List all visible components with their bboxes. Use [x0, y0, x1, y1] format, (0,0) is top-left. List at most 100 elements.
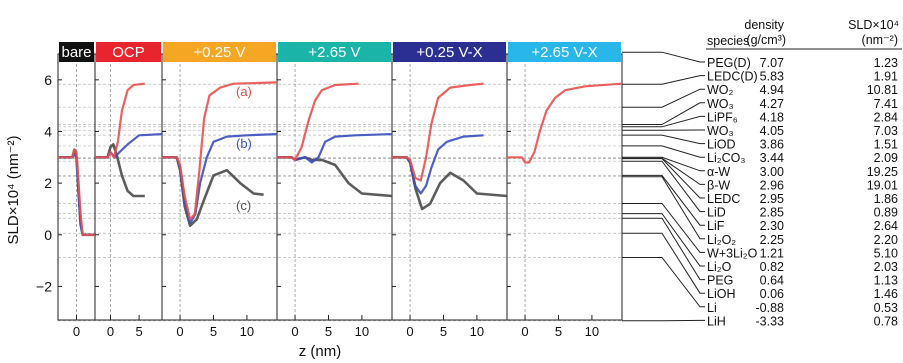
connector-3: [622, 102, 705, 125]
species-sld-5: 7.03: [874, 124, 898, 138]
species-density-12: 2.30: [760, 219, 784, 233]
profile-a-2: [162, 81, 278, 221]
connector-15: [622, 213, 705, 267]
header-sld: SLD×10⁴: [848, 18, 899, 32]
connector-7: [622, 145, 705, 158]
species-density-8: 3.00: [760, 165, 784, 179]
species-density-5: 4.05: [760, 124, 784, 138]
profile-a-5: [507, 82, 623, 164]
x-tick-label-1-1: 5: [135, 324, 142, 339]
profile-a-4: [392, 82, 484, 182]
species-name-18: Li: [707, 301, 717, 315]
connector-11: [622, 160, 705, 213]
species-sld-10: 1.86: [874, 192, 898, 206]
species-density-10: 2.95: [760, 192, 784, 206]
connector-8: [622, 156, 705, 172]
species-sld-9: 19.01: [867, 178, 898, 192]
species-density-16: 0.64: [760, 274, 784, 288]
species-sld-4: 2.84: [874, 110, 898, 124]
species-name-19: LiH: [707, 314, 726, 328]
species-density-14: 1.21: [760, 246, 784, 260]
x-tick-label-4-0: 0: [406, 324, 413, 339]
connector-1: [622, 75, 705, 85]
panel-label-5: +2.65 V-X: [531, 44, 597, 61]
panel-label-box-2: [163, 42, 276, 62]
species-sld-7: 2.09: [874, 151, 898, 165]
species-name-4: LiPF₆: [707, 110, 738, 124]
curve-label-1: (b): [236, 136, 252, 151]
connector-18: [622, 257, 705, 308]
profile-c-2: [162, 156, 264, 227]
connector-2: [622, 88, 705, 108]
species-sld-19: 0.78: [874, 314, 898, 328]
panel-frame-5: [506, 53, 623, 321]
panel-label-0: bare: [61, 44, 91, 61]
x-tick-label-0-0: 0: [73, 324, 80, 339]
species-sld-11: 0.89: [874, 206, 898, 220]
panel-frame-2: [161, 53, 278, 321]
y-tick-label-0: −2: [36, 278, 52, 294]
x-tick-label-2-0: 0: [176, 324, 183, 339]
panel-label-box-4: [393, 42, 506, 62]
y-tick-label-3: 4: [44, 123, 52, 139]
panel-frame-3: [276, 53, 393, 321]
species-name-1: LEDC(D): [707, 70, 758, 84]
species-density-11: 2.85: [760, 206, 784, 220]
species-sld-15: 2.03: [874, 260, 898, 274]
species-name-17: LiOH: [707, 287, 735, 301]
connector-14: [622, 203, 705, 253]
profile-a-0: [58, 148, 95, 236]
y-tick-label-2: 2: [44, 175, 52, 191]
panel-label-box-0: [59, 42, 94, 62]
species-name-12: LiF: [707, 219, 725, 233]
species-name-0: PEG(D): [707, 56, 751, 70]
x-tick-label-5-2: 10: [585, 324, 599, 339]
species-density-19: -3.33: [756, 314, 785, 328]
species-name-13: Li₂O₂: [707, 233, 736, 247]
species-density-18: -0.88: [756, 301, 785, 315]
species-density-13: 2.25: [760, 233, 784, 247]
x-tick-label-3-0: 0: [291, 324, 298, 339]
panel-label-1: OCP: [112, 44, 145, 61]
panel-label-box-5: [508, 42, 621, 62]
species-sld-8: 19.25: [867, 165, 898, 179]
connector-6: [622, 134, 705, 145]
panel-label-3: +2.65 V: [308, 44, 360, 61]
species-density-17: 0.06: [760, 287, 784, 301]
species-name-3: WO₃: [707, 97, 734, 111]
species-sld-17: 1.46: [874, 287, 898, 301]
species-density-6: 3.86: [760, 138, 784, 152]
panel-frame-1: [94, 53, 163, 321]
species-sld-13: 2.20: [874, 233, 898, 247]
species-name-2: WO₂: [707, 83, 734, 97]
connector-9: [622, 157, 705, 185]
panel-label-4: +0.25 V-X: [416, 44, 482, 61]
species-sld-6: 1.51: [874, 138, 898, 152]
species-density-4: 4.18: [760, 110, 784, 124]
connector-17: [622, 232, 705, 294]
species-name-6: LiOD: [707, 138, 735, 152]
panel-frame-4: [391, 53, 508, 321]
species-sld-2: 10.81: [867, 83, 898, 97]
species-name-10: LEDC: [707, 192, 740, 206]
species-density-15: 0.82: [760, 260, 784, 274]
connector-4: [622, 115, 705, 128]
connector-16: [622, 217, 705, 281]
species-name-14: W+3Li₂O: [707, 246, 758, 260]
profile-b-4: [392, 134, 484, 195]
species-table: species density(g/cm³) SLD×10⁴(nm⁻²) PEG(D)…: [706, 18, 902, 328]
profile-b-2: [162, 133, 278, 225]
connector-0: [622, 51, 705, 63]
species-density-0: 7.07: [760, 56, 784, 70]
curve-label-0: (a): [236, 84, 252, 99]
header-species: species: [707, 34, 749, 48]
species-sld-14: 5.10: [874, 246, 898, 260]
species-name-16: PEG: [707, 274, 733, 288]
x-tick-label-1-0: 0: [107, 324, 114, 339]
species-sld-0: 1.23: [874, 56, 898, 70]
x-tick-label-2-1: 5: [210, 324, 217, 339]
profile-c-4: [392, 156, 508, 211]
x-tick-label-4-2: 10: [470, 324, 484, 339]
header-density: density: [744, 18, 784, 32]
panel-label-2: +0.25 V: [193, 44, 245, 61]
